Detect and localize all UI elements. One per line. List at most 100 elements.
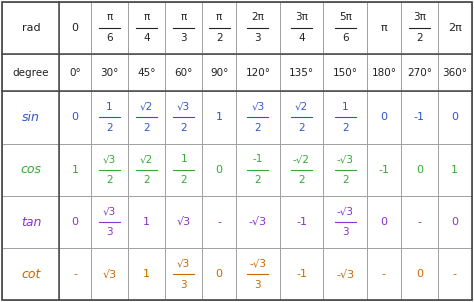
Text: 1: 1 bbox=[72, 165, 79, 175]
Bar bbox=[280, 143, 323, 196]
Bar bbox=[280, 91, 323, 143]
Text: -: - bbox=[382, 269, 386, 279]
Text: cos: cos bbox=[20, 163, 41, 176]
Text: 1: 1 bbox=[106, 102, 113, 112]
Bar bbox=[128, 196, 165, 248]
Bar bbox=[202, 143, 236, 196]
Text: 0: 0 bbox=[216, 165, 223, 175]
Text: -√3: -√3 bbox=[249, 217, 267, 227]
Bar bbox=[236, 54, 280, 91]
Text: 2π: 2π bbox=[251, 12, 264, 22]
Bar bbox=[2, 2, 59, 54]
Text: 3: 3 bbox=[255, 33, 261, 43]
Bar bbox=[59, 143, 91, 196]
Text: 4: 4 bbox=[143, 33, 150, 43]
Text: 3π: 3π bbox=[295, 12, 308, 22]
Bar bbox=[367, 91, 401, 143]
Bar bbox=[202, 2, 236, 54]
Text: 1: 1 bbox=[342, 102, 348, 112]
Text: 2: 2 bbox=[255, 175, 261, 185]
Text: 3: 3 bbox=[342, 227, 348, 237]
Text: 6: 6 bbox=[106, 33, 113, 43]
Bar bbox=[280, 196, 323, 248]
Bar bbox=[2, 248, 59, 300]
Text: 60°: 60° bbox=[174, 68, 193, 78]
Text: -: - bbox=[417, 217, 421, 227]
Text: -: - bbox=[453, 269, 457, 279]
Bar bbox=[438, 248, 472, 300]
Bar bbox=[323, 91, 367, 143]
Bar bbox=[91, 2, 128, 54]
Text: π: π bbox=[181, 12, 187, 22]
Text: 2: 2 bbox=[143, 175, 150, 185]
Text: π: π bbox=[381, 23, 387, 33]
Text: 0°: 0° bbox=[69, 68, 81, 78]
Bar bbox=[165, 91, 202, 143]
Bar bbox=[323, 2, 367, 54]
Bar bbox=[128, 91, 165, 143]
Bar bbox=[401, 143, 438, 196]
Text: 1: 1 bbox=[216, 112, 223, 122]
Text: √2: √2 bbox=[140, 102, 153, 112]
Bar bbox=[236, 2, 280, 54]
Text: 3: 3 bbox=[255, 280, 261, 290]
Bar bbox=[2, 143, 59, 196]
Text: 0: 0 bbox=[380, 112, 387, 122]
Bar bbox=[91, 196, 128, 248]
Text: √3: √3 bbox=[102, 269, 116, 279]
Text: 0: 0 bbox=[451, 217, 458, 227]
Bar bbox=[367, 143, 401, 196]
Text: -1: -1 bbox=[253, 154, 263, 164]
Text: 2: 2 bbox=[298, 123, 305, 133]
Bar bbox=[128, 54, 165, 91]
Text: 270°: 270° bbox=[407, 68, 432, 78]
Bar bbox=[165, 143, 202, 196]
Bar bbox=[280, 2, 323, 54]
Text: 0: 0 bbox=[380, 217, 387, 227]
Text: 120°: 120° bbox=[246, 68, 270, 78]
Text: 180°: 180° bbox=[371, 68, 396, 78]
Bar bbox=[236, 248, 280, 300]
Text: π: π bbox=[106, 12, 112, 22]
Text: π: π bbox=[143, 12, 150, 22]
Text: √3: √3 bbox=[251, 102, 264, 112]
Text: 2: 2 bbox=[143, 123, 150, 133]
Bar bbox=[236, 143, 280, 196]
Bar bbox=[59, 91, 91, 143]
Text: 2: 2 bbox=[106, 123, 113, 133]
Text: 360°: 360° bbox=[442, 68, 467, 78]
Bar bbox=[367, 54, 401, 91]
Bar bbox=[165, 54, 202, 91]
Text: -1: -1 bbox=[378, 165, 389, 175]
Text: 2: 2 bbox=[216, 33, 222, 43]
Text: -1: -1 bbox=[296, 217, 307, 227]
Text: 2: 2 bbox=[106, 175, 113, 185]
Text: 3: 3 bbox=[106, 227, 113, 237]
Text: 2: 2 bbox=[342, 123, 348, 133]
Text: tan: tan bbox=[21, 216, 41, 229]
Text: √3: √3 bbox=[177, 217, 191, 227]
Bar bbox=[91, 54, 128, 91]
Bar bbox=[59, 196, 91, 248]
Bar bbox=[438, 196, 472, 248]
Text: degree: degree bbox=[13, 68, 49, 78]
Bar bbox=[165, 196, 202, 248]
Text: 2: 2 bbox=[298, 175, 305, 185]
Bar bbox=[236, 91, 280, 143]
Bar bbox=[323, 248, 367, 300]
Bar bbox=[438, 143, 472, 196]
Text: 2π: 2π bbox=[448, 23, 462, 33]
Bar bbox=[323, 196, 367, 248]
Text: 0: 0 bbox=[72, 217, 79, 227]
Text: 2: 2 bbox=[255, 123, 261, 133]
Bar bbox=[2, 54, 59, 91]
Bar bbox=[236, 196, 280, 248]
Text: 2: 2 bbox=[416, 33, 423, 43]
Bar bbox=[401, 91, 438, 143]
Bar bbox=[438, 54, 472, 91]
Text: √3: √3 bbox=[103, 207, 116, 217]
Bar bbox=[165, 248, 202, 300]
Bar bbox=[202, 196, 236, 248]
Text: π: π bbox=[216, 12, 222, 22]
Bar bbox=[367, 196, 401, 248]
